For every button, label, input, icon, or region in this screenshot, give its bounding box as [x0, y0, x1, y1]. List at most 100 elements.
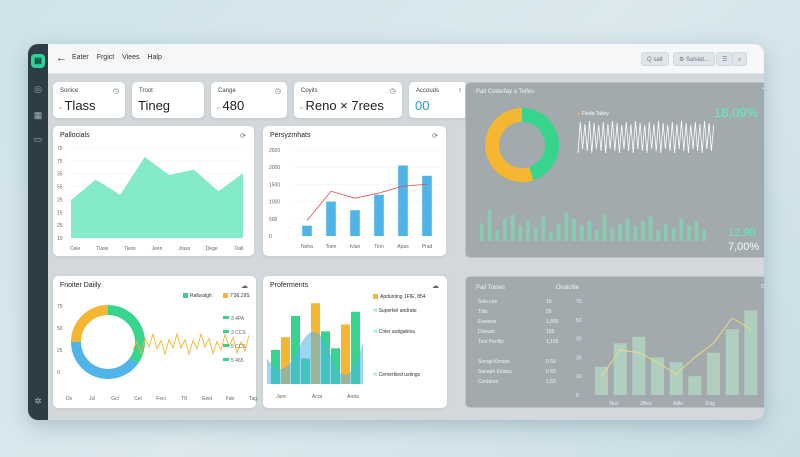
x-tick-label: 2Bex [640, 401, 652, 407]
kpi-card[interactable]: Sonice ◷ ▫ Tlass [53, 82, 125, 118]
area-chart: 75 75 35 55 25 15 25 10 Ceie Tlase Tkeis Jeen Jrass D… [57, 146, 244, 252]
card-title: Persyzmhats [270, 132, 311, 139]
settings-icon[interactable]: ✲ [34, 396, 42, 406]
x-tick-label: Oall [235, 246, 244, 252]
y-tick-label: 500 [269, 217, 278, 223]
y-tick-label: 25 [57, 348, 63, 354]
x-tick-label: Tlase [96, 246, 108, 252]
perf-item: ⟲ Supertiel andrate [373, 308, 417, 314]
bar [648, 216, 653, 241]
y-tick-label: 1500 [269, 182, 280, 188]
menu-item[interactable]: Frgict [96, 54, 115, 61]
y-tick-label: 75 [57, 159, 63, 165]
legend-swatch [223, 358, 229, 361]
dashboard-icon[interactable]: ◎ [34, 84, 42, 94]
y-tick-label: 15 [57, 210, 63, 216]
bar [533, 227, 538, 241]
menu-item[interactable]: Halp [147, 54, 162, 61]
table-row-value: 1,165 [546, 339, 559, 345]
y-tick-label: 35 [576, 355, 582, 361]
refresh-icon[interactable]: ⟳ [240, 133, 246, 140]
kpi-label: Sonice [60, 88, 79, 94]
x-tick-label: Adle [673, 401, 683, 407]
performance-chart: Jure Acra Anda [267, 303, 363, 400]
cloud-icon[interactable]: ☁ [432, 283, 439, 290]
cloud-icon[interactable]: ☁ [241, 283, 248, 290]
grid-icon[interactable]: ▦ [33, 110, 43, 120]
bar [618, 223, 622, 241]
doc-icon: ▫ [59, 105, 62, 112]
search-button[interactable]: Q sait [641, 52, 669, 66]
bar [595, 230, 599, 241]
settings-button[interactable]: ⚙ Salsiat... [673, 52, 716, 66]
kpi-card[interactable]: Accouds ı 00 [409, 82, 467, 118]
clock-icon: ◷ [112, 88, 119, 95]
chevron-up-icon[interactable]: ⌃ [760, 88, 764, 94]
bar [679, 219, 684, 241]
area-series [267, 331, 363, 384]
bar [341, 324, 350, 384]
search-icon[interactable]: ⌕ [732, 52, 748, 66]
table-row-value: 155 [546, 329, 555, 335]
card-title: Pail Toines [476, 285, 505, 291]
x-tick-label: Ceie [70, 246, 81, 252]
series-label: ▸ Fleda Taltey [578, 111, 609, 117]
menu-item[interactable]: Viees [122, 54, 140, 61]
legend-swatch [223, 330, 229, 333]
kpi-value: ▫ Tlass [59, 98, 96, 113]
kpi-label: Accouds [416, 88, 440, 94]
y-tick-label: 50 [576, 318, 582, 324]
bar-chart-card[interactable]: Persyzmhats ⟳ 2500 2000 1500 1000 500 0 Nelra T… [263, 126, 446, 256]
x-tick-label: Tag [249, 396, 257, 402]
card-title: Proferments [270, 282, 309, 289]
kpi-label: Troot [139, 88, 153, 94]
bar [480, 223, 484, 241]
bar [707, 352, 721, 395]
card-title: Pallocials [60, 132, 90, 139]
donut-chart-card[interactable]: Fnoiter Daiily Rafuralgh 7'36,19S ☁ 75 50… [53, 276, 257, 408]
bar [422, 175, 432, 236]
donut-slice [71, 305, 109, 343]
bar [587, 221, 592, 241]
topbar: ← Eater Frgict Viees Halp Q sait ⚙ Salsi… [48, 44, 764, 74]
briefcase-icon[interactable]: ▭ [33, 134, 43, 144]
bar [595, 366, 609, 395]
menu-item[interactable]: Eater [72, 54, 89, 61]
bar [610, 227, 615, 241]
legend-item: 3 CCS [231, 330, 246, 336]
table-row-label: Sanaph Eiratcy [478, 369, 512, 375]
bar [281, 337, 290, 384]
kpi-card[interactable]: Cange ◷ ▫ 480 [211, 82, 287, 118]
y-tick-label: 25 [57, 197, 63, 203]
bar [326, 201, 336, 236]
bar [664, 223, 668, 241]
refresh-icon[interactable]: ⟳ [760, 284, 764, 290]
bar [510, 214, 515, 241]
kpi-value: Tineg [138, 98, 171, 113]
kpi-card[interactable]: Coyits ◷ ▫ Reno × 7rees [294, 82, 402, 118]
bar [549, 232, 553, 241]
x-tick-label: Ttl [181, 396, 187, 402]
sidebar: ▤ ◎ ▦ ▭ ✲ [28, 44, 48, 420]
menu-icon[interactable]: ☰ [716, 52, 734, 66]
refresh-icon[interactable]: ⟳ [432, 133, 438, 140]
clock-icon: ◷ [274, 88, 281, 95]
area-chart-card[interactable]: Pallocials ⟳ 75 75 35 55 25 15 25 10 Ceie Tlase Tk… [53, 126, 254, 256]
table-row-value: 55 [546, 309, 552, 315]
kpi-card[interactable]: Troot Tineg [132, 82, 204, 118]
back-arrow-icon[interactable]: ← [56, 52, 67, 64]
y-tick-label: 10 [576, 374, 582, 380]
column-header: Ovalcifie [556, 285, 580, 291]
bar [579, 225, 584, 241]
kpi-label: Coyits [301, 88, 318, 94]
dark-summary-card[interactable]: Pali Coderfay a Teifes ⌃ ▸ Fleda Taltey … [465, 82, 764, 258]
percent-value: 7,00% [728, 241, 760, 253]
y-tick-label: 1000 [269, 200, 280, 206]
performance-card[interactable]: Proferments ☁ Apdunting 1FIE, 854 ⟲ Supe… [263, 276, 447, 408]
x-tick-label: Nuc [610, 401, 619, 407]
dark-table-card[interactable]: Pail Toines Ovalcifie ⟳ Sels coe 16 Tdts 55… [465, 276, 764, 408]
bar [651, 357, 665, 395]
app-logo-icon[interactable]: ▤ [31, 54, 45, 68]
kpi-label: Cange [218, 88, 236, 94]
x-tick-label: Dege [206, 246, 218, 252]
